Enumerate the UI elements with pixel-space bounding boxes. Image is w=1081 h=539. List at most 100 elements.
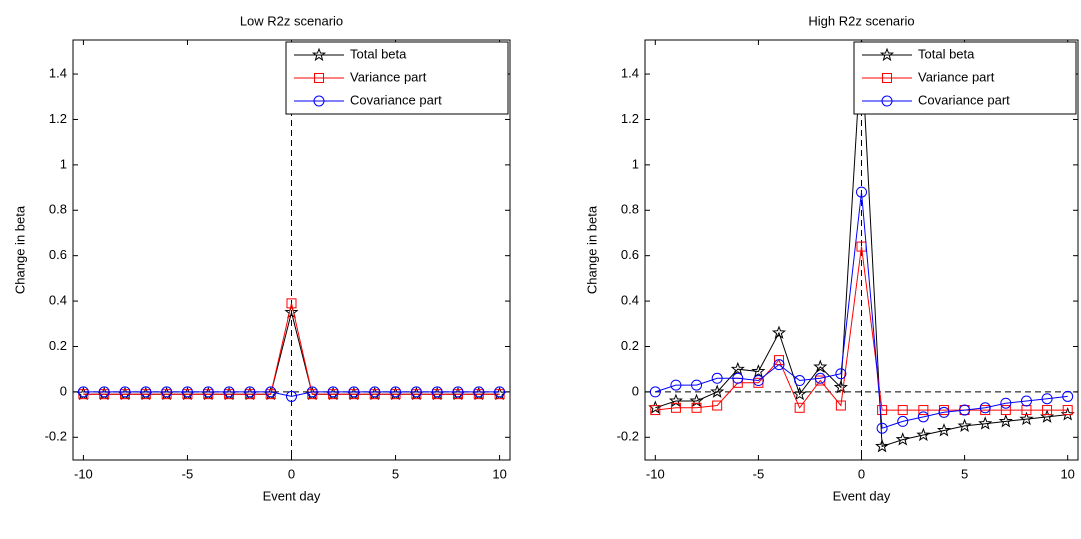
marker	[813, 359, 828, 373]
marker	[431, 386, 443, 398]
x-axis-label: Event day	[263, 488, 321, 503]
marker	[794, 375, 806, 387]
marker	[494, 386, 506, 398]
marker	[1000, 397, 1012, 409]
y-tick-label: 1	[632, 156, 639, 171]
marker	[936, 423, 952, 437]
marker	[732, 372, 744, 384]
marker	[140, 386, 152, 398]
marker	[313, 95, 325, 107]
marker	[691, 379, 703, 391]
marker	[751, 364, 766, 378]
chart-title: Low R2z scenario	[240, 13, 343, 28]
y-tick-label: 1	[60, 156, 67, 171]
marker	[284, 304, 299, 319]
x-axis-label: Event day	[833, 488, 891, 503]
marker	[814, 372, 826, 384]
y-tick-label: 0	[632, 383, 639, 398]
marker	[771, 325, 787, 339]
marker	[712, 400, 723, 411]
marker	[265, 386, 277, 398]
marker	[979, 402, 991, 414]
marker	[670, 402, 681, 413]
series-line	[655, 192, 1068, 429]
marker	[649, 386, 661, 398]
marker	[773, 359, 785, 371]
marker	[897, 415, 909, 427]
marker	[916, 427, 931, 442]
marker	[918, 405, 929, 416]
legend: Total beta Variance part Covariance part	[853, 41, 1077, 115]
series-line	[83, 391, 500, 397]
x-tick-label: 0	[288, 466, 295, 481]
y-axis-label: Change in beta	[12, 205, 27, 294]
series-line	[655, 246, 1068, 411]
y-tick-label: 0.4	[49, 293, 67, 308]
legend-label: Variance part	[350, 69, 427, 84]
marker	[286, 390, 297, 402]
legend-label: Covariance part	[350, 92, 442, 107]
marker	[877, 405, 888, 416]
y-tick-label: 0.8	[49, 202, 67, 217]
marker	[794, 402, 805, 413]
marker	[223, 386, 235, 398]
y-tick-label: -0.2	[45, 429, 67, 444]
marker	[286, 298, 297, 309]
marker	[77, 386, 89, 398]
y-tick-label: 0.2	[49, 338, 67, 353]
y-tick-label: -0.2	[617, 429, 639, 444]
marker	[1000, 405, 1011, 416]
x-tick-label: 10	[492, 466, 506, 481]
marker	[938, 406, 950, 418]
marker	[181, 386, 193, 398]
x-tick-label: -10	[646, 466, 665, 481]
marker	[897, 405, 908, 416]
marker	[711, 372, 723, 384]
x-tick-label: 10	[1060, 466, 1074, 481]
x-tick-label: 5	[961, 466, 968, 481]
marker	[710, 384, 725, 398]
marker	[835, 400, 846, 411]
marker	[691, 402, 702, 413]
x-tick-label: -10	[74, 466, 93, 481]
y-tick-label: 1.4	[49, 65, 67, 80]
marker	[311, 47, 327, 62]
x-tick-label: 0	[858, 466, 865, 481]
y-tick-label: 0	[60, 383, 67, 398]
marker	[959, 404, 971, 416]
y-tick-label: 1.2	[49, 111, 67, 126]
marker	[876, 422, 888, 434]
marker	[670, 379, 682, 391]
marker	[1062, 405, 1073, 416]
marker	[1019, 411, 1034, 426]
y-tick-label: 0.4	[621, 293, 639, 308]
marker	[369, 386, 381, 398]
y-tick-label: 0.8	[621, 202, 639, 217]
marker	[98, 386, 110, 398]
marker	[314, 73, 324, 83]
legend: Total beta Variance part Covariance part	[285, 41, 509, 115]
marker	[161, 386, 173, 398]
legend-label: Covariance part	[918, 92, 1010, 107]
chart-title: High R2z scenario	[808, 13, 914, 28]
marker	[792, 386, 807, 401]
marker	[875, 439, 890, 453]
marker	[327, 386, 339, 398]
x-tick-label: -5	[753, 466, 765, 481]
marker	[998, 413, 1013, 428]
marker	[452, 386, 464, 398]
series-line	[83, 303, 500, 395]
marker	[650, 405, 661, 416]
marker	[244, 386, 256, 398]
x-tick-label: -5	[182, 466, 194, 481]
marker	[390, 386, 402, 398]
marker	[1062, 390, 1074, 402]
y-axis-label: Change in beta	[584, 205, 599, 294]
y-tick-label: 0.6	[621, 247, 639, 262]
marker	[879, 47, 895, 62]
marker	[202, 386, 214, 398]
legend-label: Total beta	[350, 46, 407, 61]
x-tick-label: 5	[392, 466, 399, 481]
marker	[833, 380, 848, 394]
